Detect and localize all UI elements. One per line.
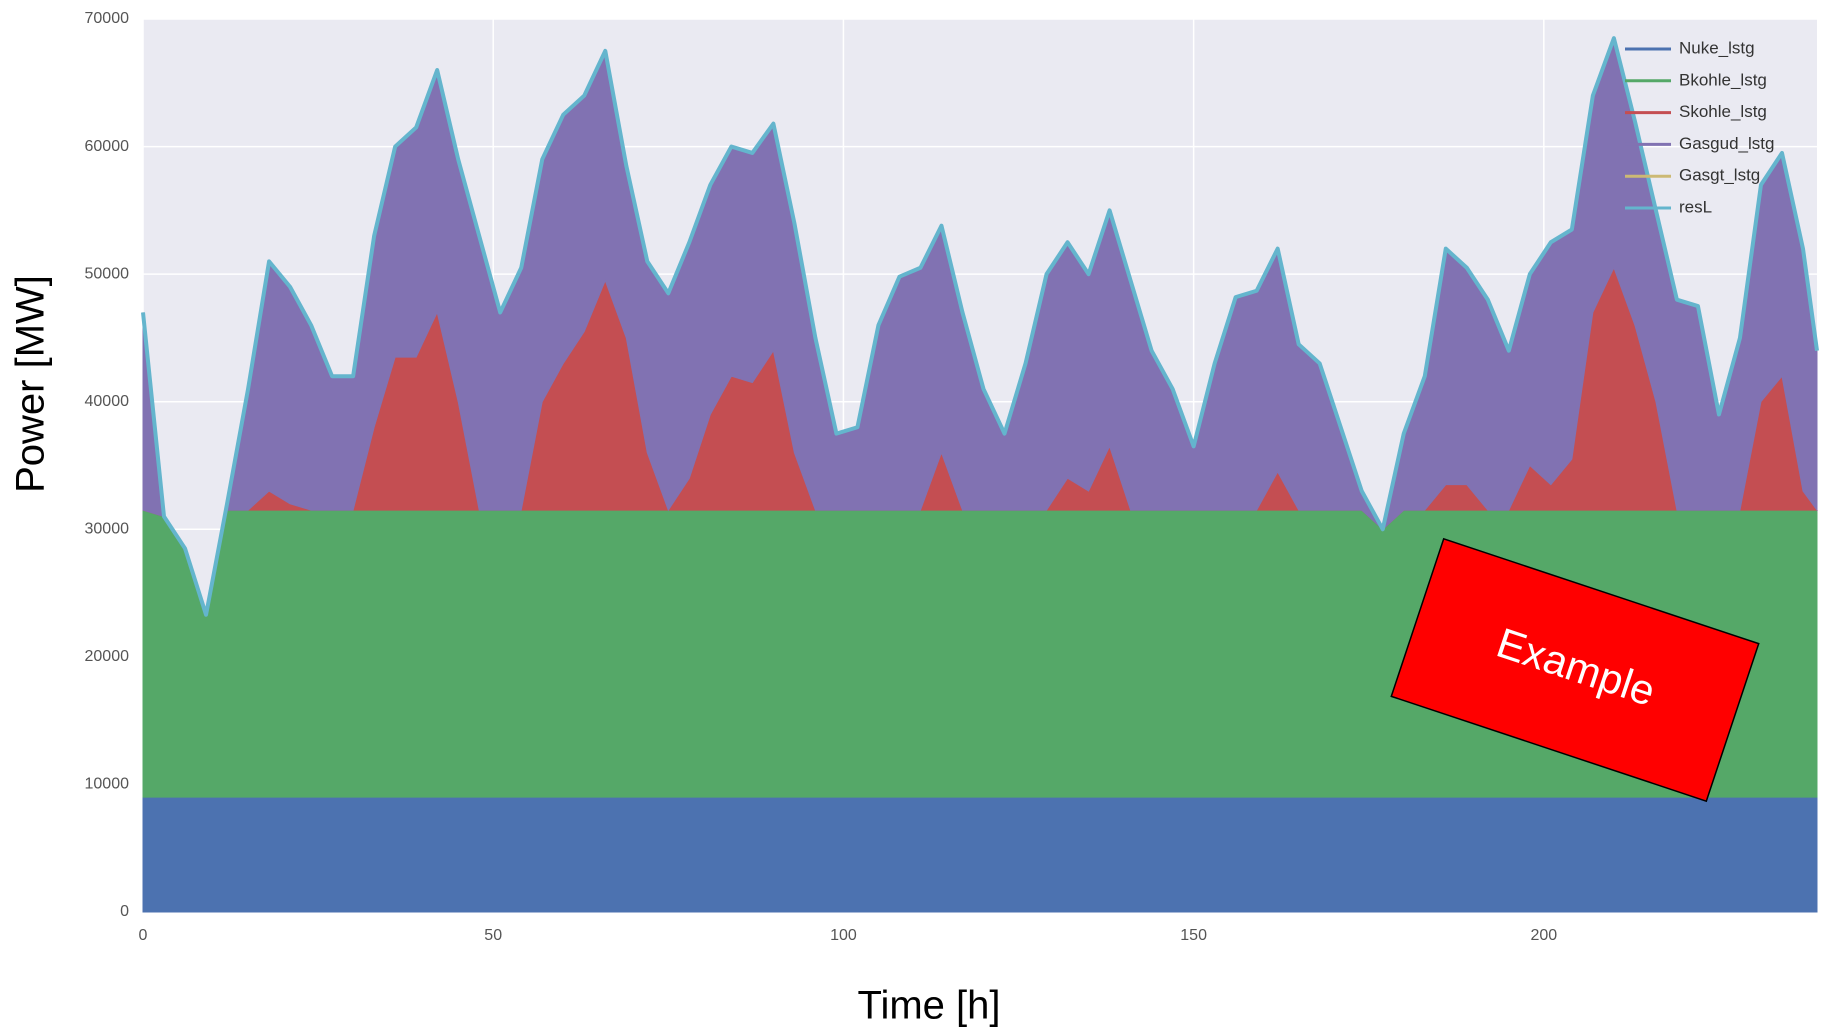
x-axis-label: Time [h]	[858, 984, 1001, 1028]
x-tick-label: 150	[1180, 927, 1207, 944]
y-tick-label: 10000	[85, 776, 130, 793]
y-tick-label: 70000	[85, 10, 130, 27]
stamp: Example	[1390, 537, 1760, 803]
y-tick-label: 20000	[85, 648, 130, 665]
x-tick-label: 200	[1530, 927, 1557, 944]
line	[141, 36, 1819, 617]
y-tick-label: 0	[120, 903, 129, 920]
y-tick-label: 30000	[85, 521, 130, 538]
legend-label: Nuke_lstg	[1679, 38, 1755, 57]
legend-label: resL	[1679, 197, 1712, 216]
y-tick-label: 50000	[85, 265, 130, 282]
legend-label: Gasgud_lstg	[1679, 134, 1774, 153]
stamp-box	[1390, 537, 1760, 803]
x-tick-label: 100	[830, 927, 857, 944]
x-tick-label: 50	[484, 927, 502, 944]
legend-label: Skohle_lstg	[1679, 102, 1767, 121]
legend-label: Bkohle_lstg	[1679, 70, 1767, 89]
y-axis-label: Power [MW]	[9, 275, 53, 493]
legend: Nuke_lstg Bkohle_lstg Skohle_lstg Gasgud_ls…	[1625, 38, 1774, 216]
areas	[141, 36, 1819, 913]
y-tick-label: 40000	[85, 393, 130, 410]
area	[142, 796, 1818, 913]
y-tick-label: 60000	[85, 138, 130, 155]
ticks: 0 10000 20000 30000 40000 50000 60000 70000 0 50 1…	[85, 10, 1558, 944]
legend-label: Gasgt_lstg	[1679, 166, 1760, 185]
x-tick-label: 0	[139, 927, 148, 944]
